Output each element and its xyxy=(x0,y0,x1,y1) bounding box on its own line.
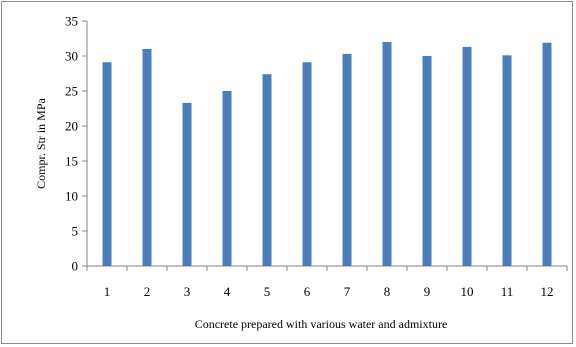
x-tick-label: 11 xyxy=(501,284,514,299)
y-tick-label: 30 xyxy=(65,49,78,64)
x-tick-label: 3 xyxy=(184,284,191,299)
x-axis-title: Concrete prepared with various water and… xyxy=(195,317,448,331)
bar xyxy=(182,102,192,267)
bars xyxy=(102,42,552,267)
bar xyxy=(102,62,112,266)
y-tick-label: 15 xyxy=(65,154,78,169)
y-tick-label: 20 xyxy=(65,119,78,134)
bar xyxy=(342,53,352,267)
y-tick-label: 35 xyxy=(65,14,78,29)
y-tick-label: 10 xyxy=(65,189,78,204)
x-tick-label: 9 xyxy=(424,284,431,299)
y-tick-label: 25 xyxy=(65,84,78,99)
bar xyxy=(262,74,272,266)
x-tick-label: 4 xyxy=(224,284,231,299)
y-tick-labels: 0 5 10 15 20 25 30 35 xyxy=(65,14,78,274)
x-tick-label: 10 xyxy=(461,284,474,299)
x-tick-label: 6 xyxy=(304,284,311,299)
x-tick-label: 2 xyxy=(144,284,151,299)
x-tick-labels: 1 2 3 4 5 6 7 8 9 10 11 12 xyxy=(104,284,554,299)
bar xyxy=(382,42,392,266)
x-tick-label: 5 xyxy=(264,284,271,299)
x-tick-label: 12 xyxy=(541,284,554,299)
bar xyxy=(142,49,152,266)
bar xyxy=(422,56,432,266)
y-tick-label: 5 xyxy=(72,224,79,239)
axes xyxy=(82,20,568,271)
bar xyxy=(462,46,472,267)
x-tick-label: 7 xyxy=(344,284,351,299)
bar xyxy=(542,42,552,267)
x-tick-label: 1 xyxy=(104,284,111,299)
bar xyxy=(302,62,312,266)
y-tick-label: 0 xyxy=(72,259,79,274)
y-axis-title: Compr. Str in MPa xyxy=(34,97,48,188)
bar xyxy=(502,55,512,266)
bar xyxy=(222,91,232,266)
x-tick-label: 8 xyxy=(384,284,391,299)
